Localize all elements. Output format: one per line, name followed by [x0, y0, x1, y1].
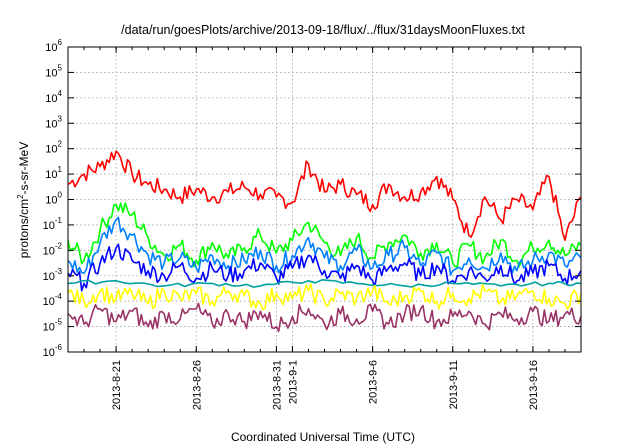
y-tick-exponent: -6 — [55, 343, 63, 352]
y-tick-base: 10 — [43, 322, 55, 334]
y-tick-label: 105 — [45, 63, 62, 79]
y-tick-base: 10 — [45, 144, 57, 156]
y-tick-base: 10 — [45, 42, 57, 54]
y-axis-label-superscript: 2 — [16, 194, 25, 199]
y-tick-label: 10-3 — [43, 267, 63, 283]
y-tick-exponent: 4 — [58, 89, 63, 98]
y-tick-exponent: 0 — [58, 191, 63, 200]
x-tick-label: 2013-8-31 — [271, 360, 283, 410]
series-line-7 — [67, 302, 582, 333]
y-tick-exponent: -5 — [55, 318, 63, 327]
y-tick-label: 10-1 — [43, 216, 63, 232]
y-tick-base: 10 — [45, 169, 57, 181]
y-tick-base: 10 — [43, 347, 55, 359]
ticks: 10-610-510-410-310-210-11001011021031041… — [43, 38, 582, 410]
x-tick-label: 2013-9-11 — [448, 360, 460, 409]
y-tick-exponent: -2 — [55, 241, 63, 250]
y-tick-base: 10 — [43, 296, 55, 308]
y-tick-exponent: -4 — [55, 292, 63, 301]
y-tick-exponent: 5 — [58, 63, 63, 72]
series-group — [67, 150, 582, 333]
y-tick-exponent: 6 — [58, 38, 63, 47]
x-axis-label: Coordinated Universal Time (UTC) — [231, 430, 415, 444]
y-tick-label: 102 — [45, 140, 62, 156]
y-tick-label: 104 — [45, 89, 62, 105]
y-tick-label: 106 — [45, 38, 62, 54]
y-tick-exponent: 2 — [58, 140, 63, 149]
y-tick-exponent: -1 — [55, 216, 63, 225]
x-tick-label: 2013-8-21 — [111, 360, 123, 410]
y-tick-label: 103 — [45, 114, 62, 130]
y-tick-label: 10-4 — [43, 292, 63, 308]
y-tick-base: 10 — [45, 93, 57, 105]
series-line-1 — [67, 150, 582, 241]
series-line-3 — [67, 216, 582, 276]
y-axis-label-part-2: -s-sr-MeV — [17, 142, 31, 195]
y-tick-base: 10 — [45, 195, 57, 207]
y-tick-label: 10-2 — [43, 241, 63, 257]
y-tick-base: 10 — [45, 67, 57, 79]
y-tick-label: 10-5 — [43, 318, 63, 334]
y-tick-label: 10-6 — [43, 343, 63, 359]
y-axis-label-part-1: protons/cm — [17, 199, 31, 258]
y-tick-base: 10 — [43, 220, 55, 232]
y-tick-label: 100 — [45, 191, 62, 207]
series-line-4 — [67, 243, 582, 292]
x-tick-label: 2013-9-16 — [528, 360, 540, 410]
y-tick-base: 10 — [43, 245, 55, 257]
chart-title: /data/run/goesPlots/archive/2013-09-18/f… — [121, 23, 525, 37]
y-tick-exponent: -3 — [55, 267, 63, 276]
x-tick-label: 2013-8-26 — [191, 360, 203, 410]
x-tick-label: 2013-9-1 — [287, 360, 299, 404]
y-tick-exponent: 1 — [58, 165, 63, 174]
y-tick-base: 10 — [43, 271, 55, 283]
series-line-5 — [67, 279, 582, 288]
series-line-2 — [67, 202, 582, 268]
series-line-6 — [67, 283, 582, 311]
y-tick-base: 10 — [45, 118, 57, 130]
grid — [68, 47, 581, 352]
x-tick-label: 2013-9-6 — [368, 360, 380, 404]
y-tick-exponent: 3 — [58, 114, 63, 123]
y-tick-label: 101 — [45, 165, 62, 181]
y-axis-label: protons/cm2-s-sr-MeV — [16, 142, 31, 258]
